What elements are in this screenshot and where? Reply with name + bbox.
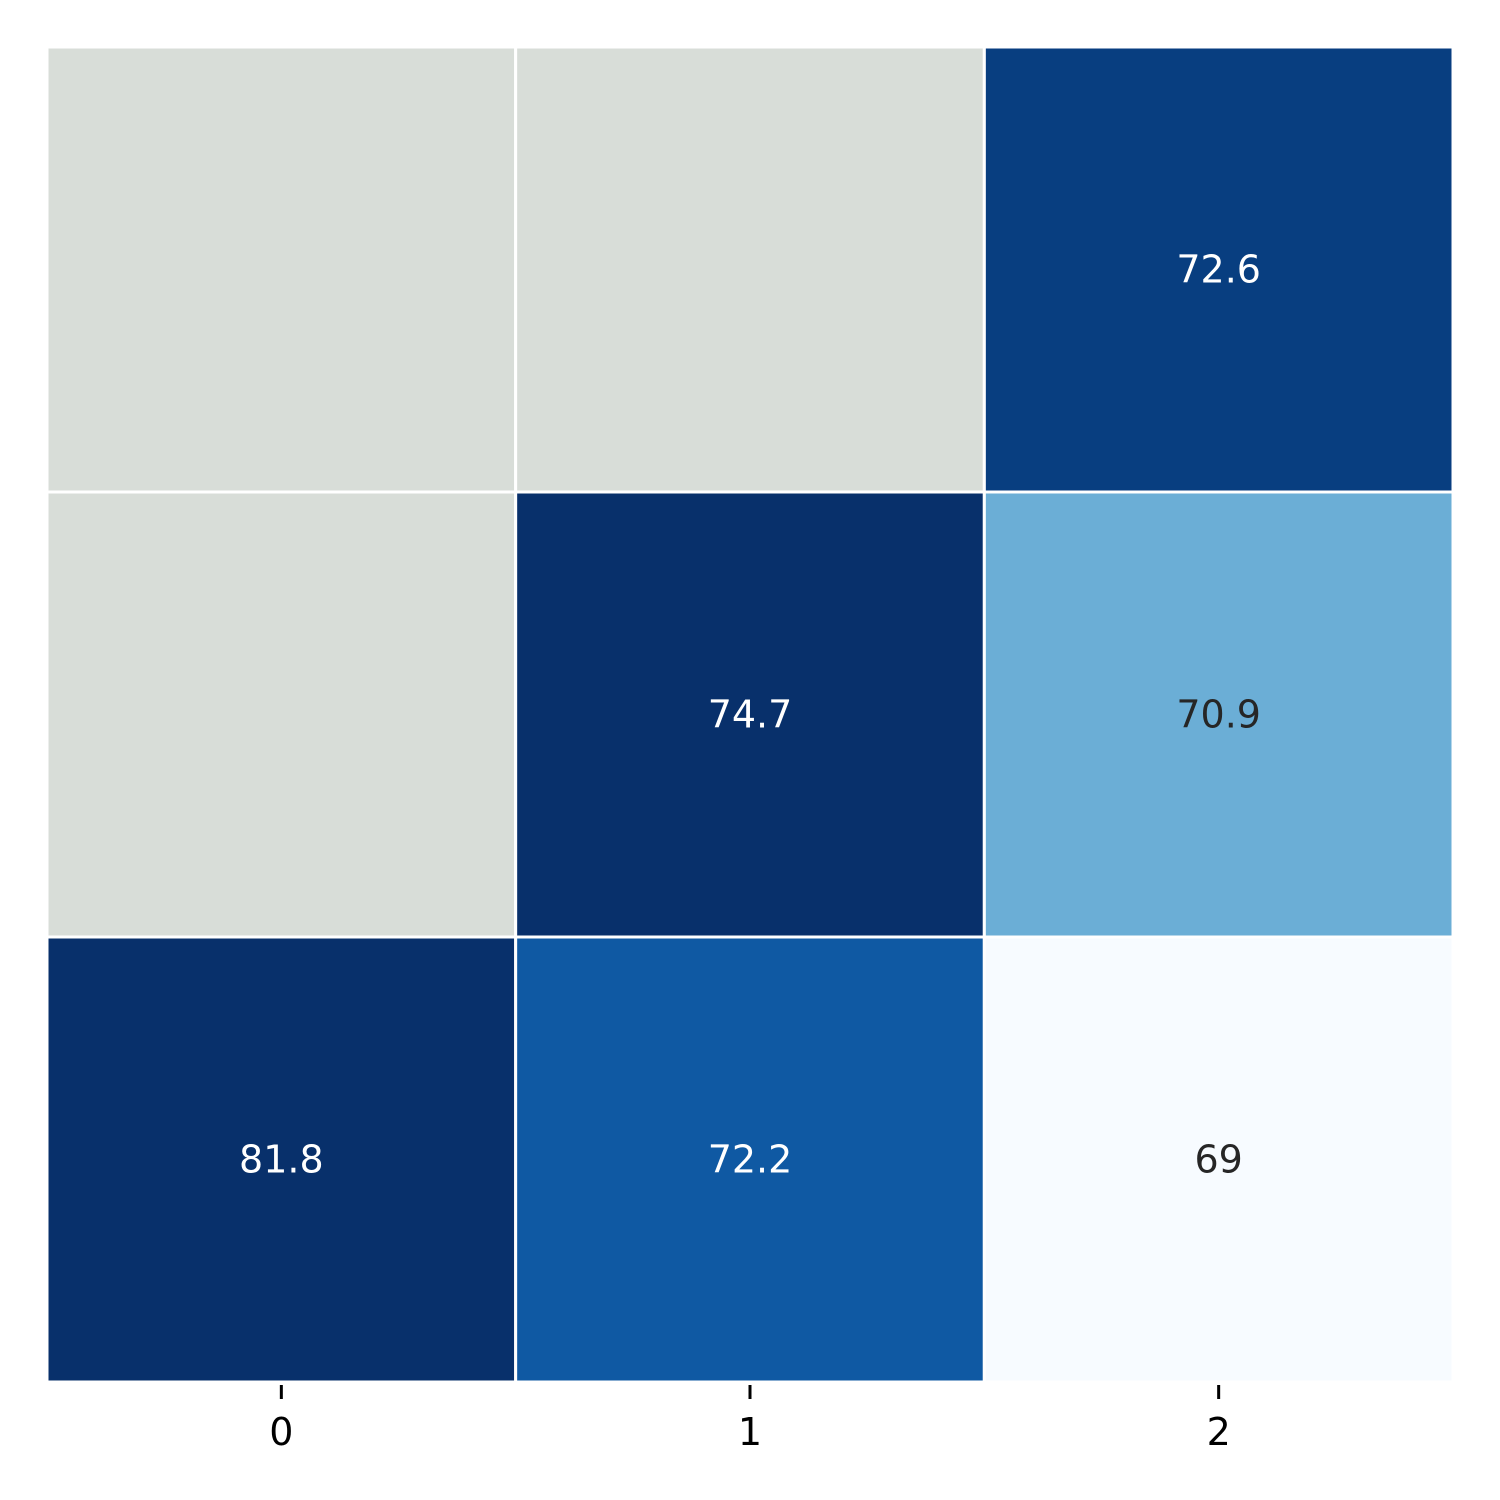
heatmap-cell-r1-c2 (982, 490, 1455, 939)
cell-value-label-r1-c2: 70.9 (1176, 693, 1261, 737)
heatmap-cell-r1-c0 (45, 490, 518, 939)
heatmap-cells (45, 45, 1455, 1384)
cell-value-label-r1-c1: 74.7 (708, 693, 793, 737)
x-tick-label-0: 0 (269, 1410, 293, 1454)
x-axis: 0 1 2 (269, 1385, 1231, 1454)
cell-value-label-r2-c2: 69 (1194, 1138, 1242, 1182)
heatmap-cell-r2-c2 (982, 935, 1455, 1384)
heatmap-cell-r1-c1 (514, 490, 986, 939)
heatmap-cell-r0-c1 (514, 45, 986, 494)
heatmap-cell-r2-c0 (45, 935, 518, 1384)
heatmap-cell-labels: 72.6 74.7 70.9 81.8 72.2 69 (239, 248, 1261, 1182)
cell-value-label-r2-c1: 72.2 (708, 1138, 793, 1182)
cell-value-label-r2-c0: 81.8 (239, 1138, 324, 1182)
heatmap-cell-r0-c2 (982, 45, 1455, 494)
cell-value-label-r0-c2: 72.6 (1176, 248, 1261, 292)
x-tick-label-1: 1 (738, 1410, 762, 1454)
heatmap-cell-r0-c0 (45, 45, 518, 494)
heatmap-cell-r2-c1 (514, 935, 986, 1384)
x-tick-label-2: 2 (1207, 1410, 1231, 1454)
